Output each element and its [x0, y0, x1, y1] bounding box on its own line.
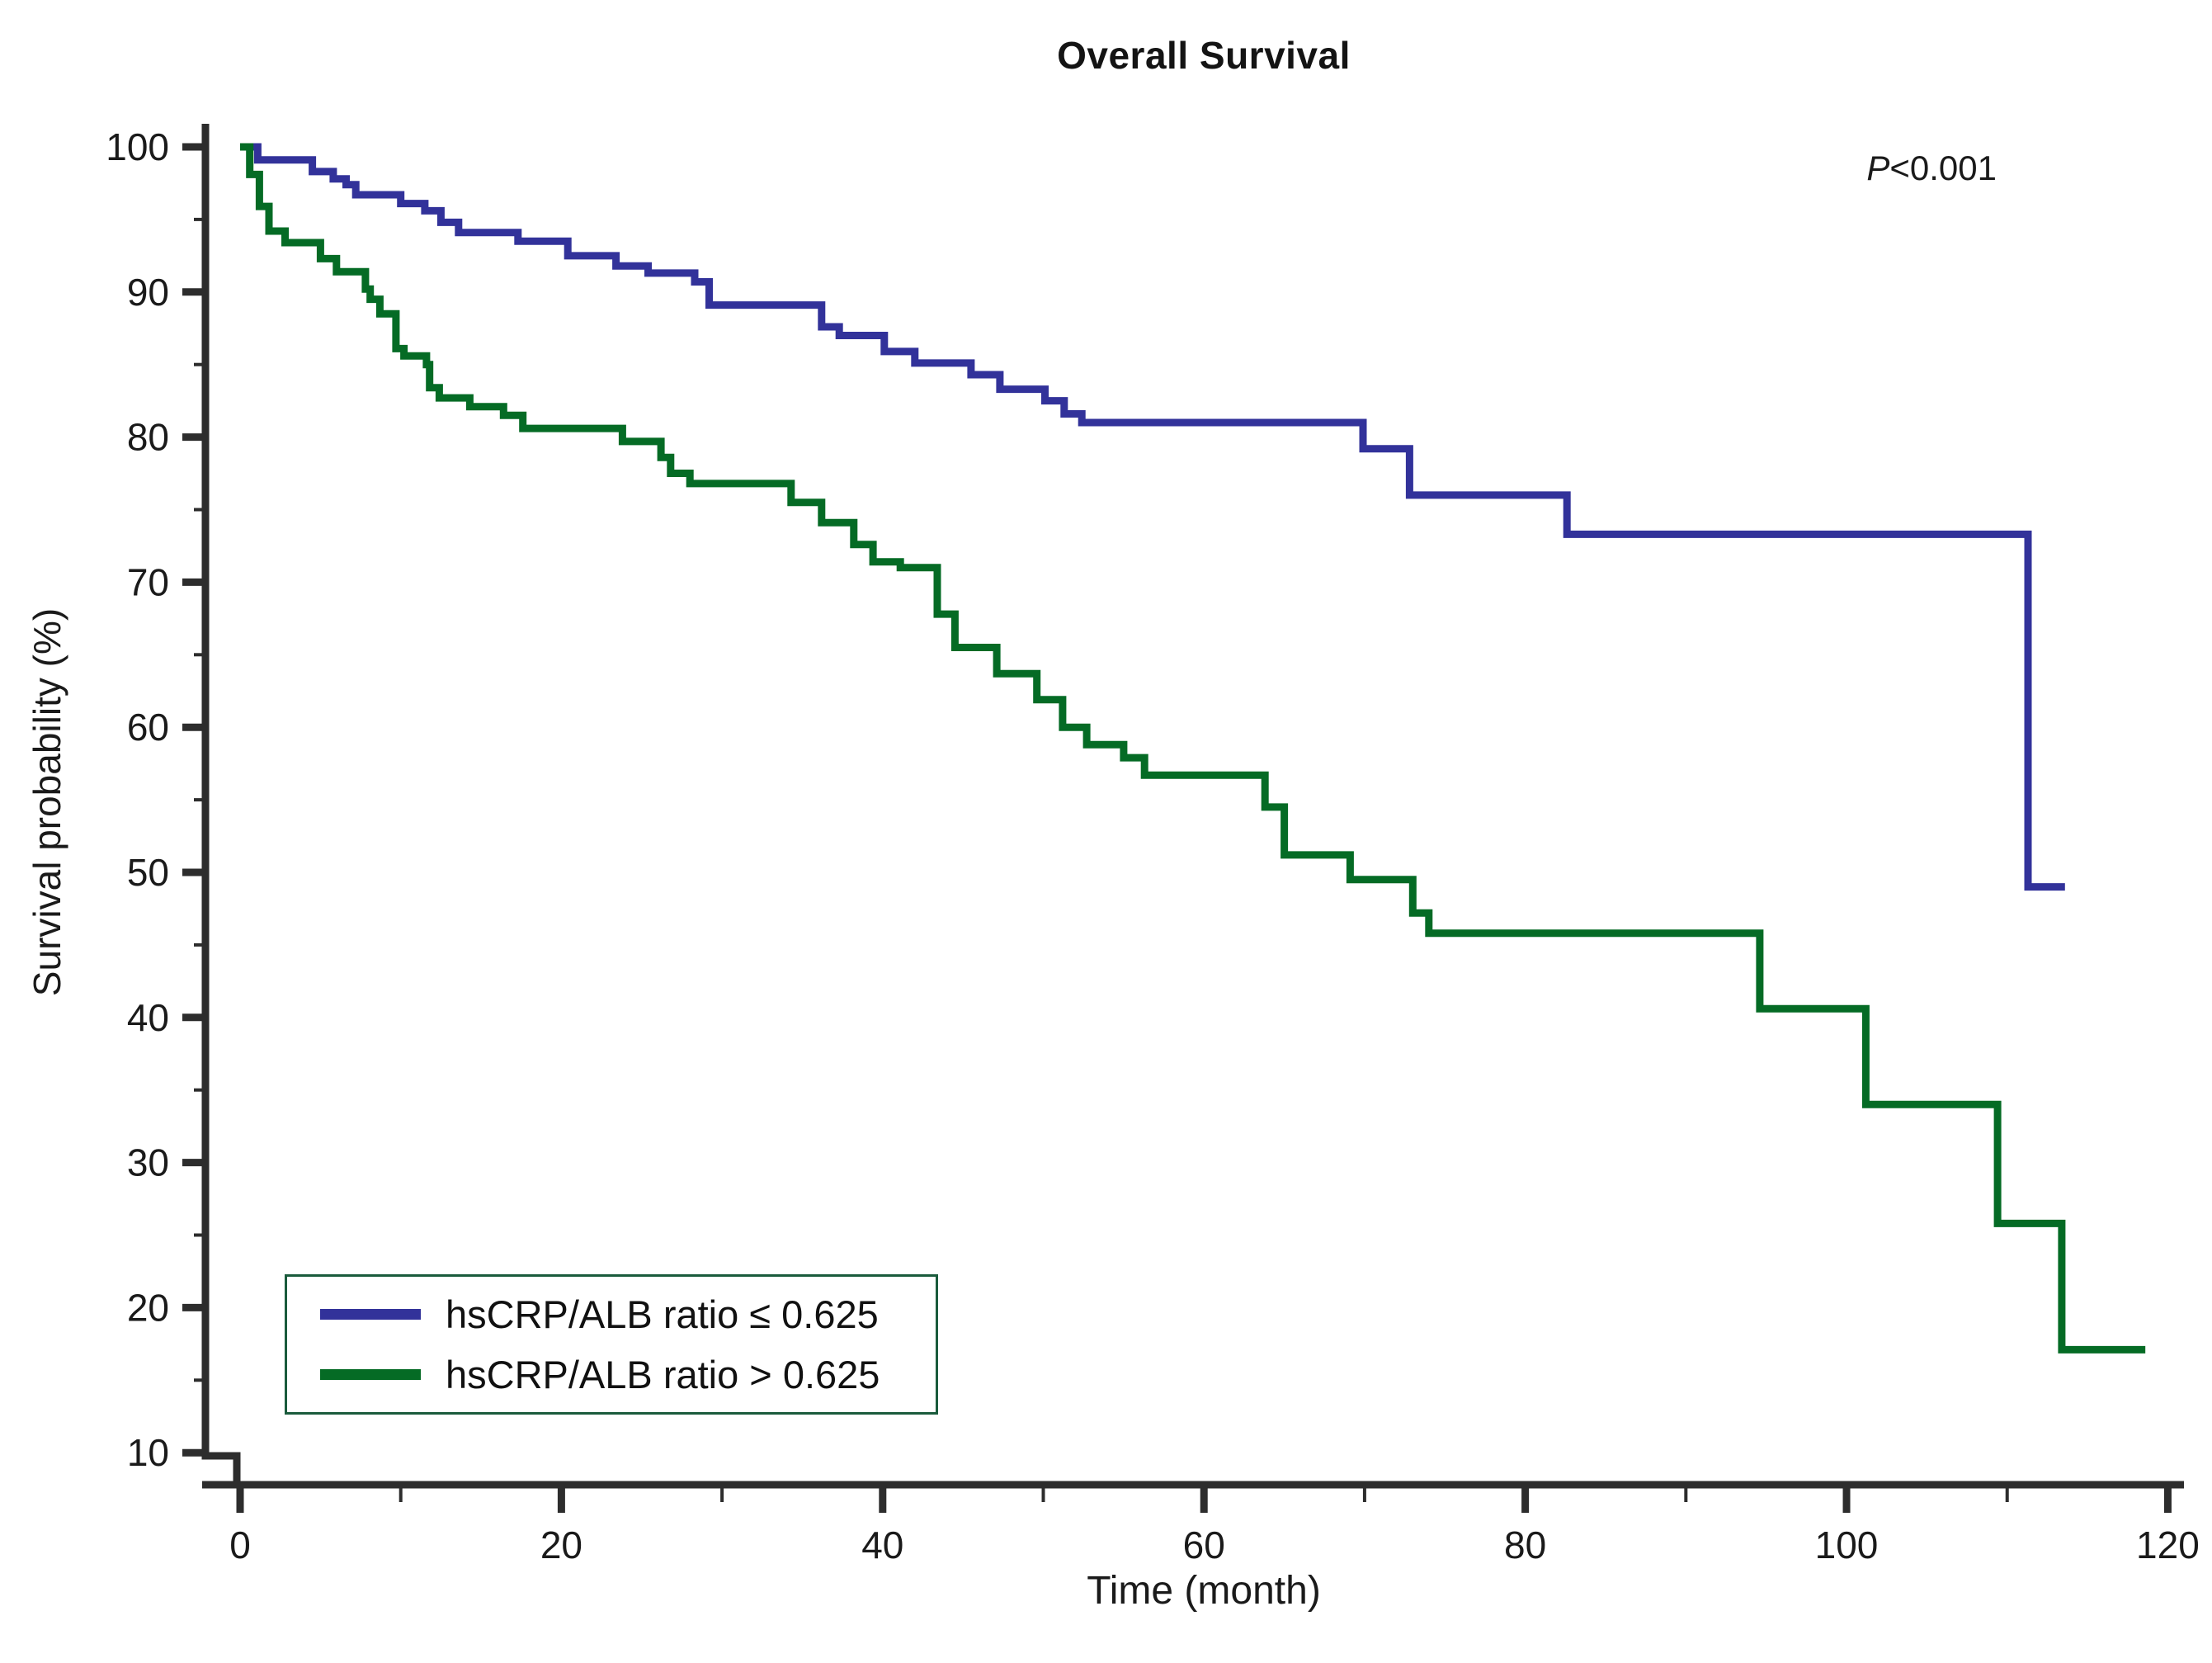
x-tick-label: 60: [1183, 1524, 1225, 1566]
y-tick-label: 80: [127, 416, 169, 459]
y-tick-label: 20: [127, 1286, 169, 1329]
x-tick-label: 0: [229, 1524, 251, 1566]
x-tick-label: 80: [1504, 1524, 1546, 1566]
y-tick-label: 30: [127, 1141, 169, 1184]
x-tick-label: 40: [861, 1524, 903, 1566]
p-value-text: <0.001: [1889, 149, 1997, 187]
y-tick-label: 10: [127, 1431, 169, 1474]
x-tick-label: 120: [2136, 1524, 2200, 1566]
x-tick-label: 100: [1815, 1524, 1879, 1566]
legend-item-label: hsCRP/ALB ratio > 0.625: [446, 1353, 880, 1396]
y-tick-label: 60: [127, 706, 169, 749]
legend-swatch-line: [320, 1369, 421, 1380]
legend-swatch-line: [320, 1309, 421, 1320]
y-tick-label: 100: [106, 125, 169, 168]
y-tick-label: 50: [127, 851, 169, 894]
legend-box: hsCRP/ALB ratio ≤ 0.625 hsCRP/ALB ratio >…: [285, 1274, 938, 1415]
x-axis-title: Time (month): [1087, 1569, 1321, 1613]
survival-curve-0: [240, 143, 2065, 891]
survival-curve-1: [240, 143, 2146, 1354]
p-value-annotation: P<0.001: [1683, 149, 1997, 188]
x-tick-label: 20: [540, 1524, 582, 1566]
y-tick-label: 40: [127, 996, 169, 1039]
y-tick-label: 70: [127, 560, 169, 603]
y-axis-line: [201, 124, 241, 1485]
chart-title: Overall Survival: [1057, 34, 1351, 77]
y-tick-label: 90: [127, 271, 169, 314]
legend-item: hsCRP/ALB ratio ≤ 0.625: [287, 1292, 936, 1337]
legend-item: hsCRP/ALB ratio > 0.625: [287, 1352, 936, 1397]
p-value-symbol: P: [1866, 149, 1890, 187]
legend-item-label: hsCRP/ALB ratio ≤ 0.625: [446, 1292, 879, 1336]
